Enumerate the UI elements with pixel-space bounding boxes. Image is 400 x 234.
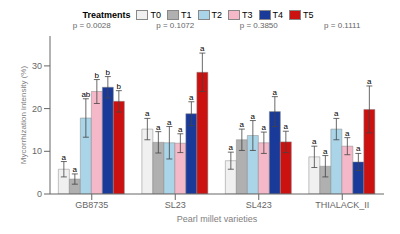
svg-text:20: 20 [32, 104, 42, 114]
svg-text:p = 0.3850: p = 0.3850 [240, 21, 279, 30]
svg-text:SL23: SL23 [165, 200, 186, 210]
svg-text:b: b [117, 82, 122, 91]
svg-text:b: b [106, 68, 111, 77]
svg-text:0: 0 [37, 189, 42, 199]
svg-text:30: 30 [32, 61, 42, 71]
html-text:T2: T2 [211, 10, 222, 20]
svg-text:p = 0.0028: p = 0.0028 [73, 21, 112, 30]
svg-text:a: a [345, 129, 350, 138]
svg-text:a: a [156, 123, 161, 132]
svg-text:a: a [356, 144, 361, 153]
svg-text:a: a [367, 77, 372, 86]
svg-text:a: a [200, 44, 205, 53]
html-text:T1: T1 [181, 10, 192, 20]
svg-text:a: a [240, 120, 245, 129]
html-text:T4: T4 [272, 10, 283, 20]
html-text:T5: T5 [303, 10, 314, 20]
svg-text:a: a [229, 143, 234, 152]
svg-text:10: 10 [32, 146, 42, 156]
svg-text:a: a [312, 137, 317, 146]
svg-text:a: a [145, 109, 150, 118]
svg-text:a: a [273, 88, 278, 97]
svg-text:a: a [262, 123, 267, 132]
html-text:Treatments: Treatments [82, 10, 131, 20]
svg-text:a: a [323, 147, 328, 156]
svg-text:a: a [73, 165, 78, 174]
html-text:T3: T3 [242, 10, 253, 20]
svg-text:a: a [178, 125, 183, 134]
svg-text:a: a [189, 93, 194, 102]
svg-text:a: a [251, 112, 256, 121]
svg-text:p = 0.1072: p = 0.1072 [156, 21, 195, 30]
html-text:T0: T0 [150, 10, 161, 20]
svg-text:ab: ab [81, 90, 90, 99]
svg-text:Pearl millet varieties: Pearl millet varieties [177, 214, 258, 224]
svg-text:Mycorrhization intensity (%): Mycorrhization intensity (%) [19, 66, 28, 165]
svg-text:p = 0.1111: p = 0.1111 [324, 21, 361, 30]
svg-text:a: a [62, 153, 67, 162]
svg-text:SL423: SL423 [246, 200, 272, 210]
svg-text:THIALACK_II: THIALACK_II [315, 200, 369, 210]
svg-text:b: b [95, 71, 100, 80]
svg-text:a: a [167, 118, 172, 127]
svg-text:GB8735: GB8735 [75, 200, 108, 210]
svg-text:a: a [284, 122, 289, 131]
svg-text:a: a [334, 109, 339, 118]
